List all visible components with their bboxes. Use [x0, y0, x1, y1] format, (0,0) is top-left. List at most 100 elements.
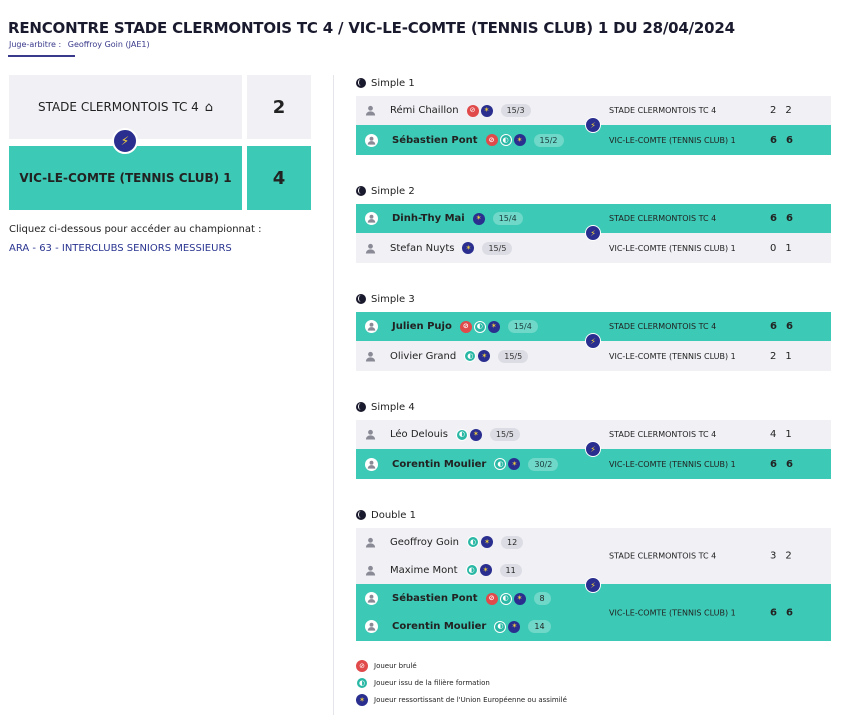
set-score: 0: [770, 242, 777, 254]
burned-player-icon: ⊘: [356, 660, 368, 672]
set-score: 1: [785, 242, 792, 254]
eu-player-icon: ✶: [481, 536, 493, 548]
user-icon: [365, 133, 378, 147]
player-name[interactable]: Maxime Mont: [390, 564, 458, 576]
double-away-block: Sébastien Pont ⊘ ◐ ✶ 8 Corentin Moulier ◐ ✶ 14 V…: [356, 584, 831, 641]
player-name[interactable]: Rémi Chaillon: [390, 105, 459, 116]
match-card: Geoffroy Goin ◐ ✶ 12 Maxime Mont ◐ ✶ 11 STADE C…: [356, 528, 831, 641]
tennis-ball-icon: [356, 402, 366, 412]
tennis-ball-icon: [356, 186, 366, 196]
set-score: 6: [770, 213, 777, 224]
house-icon: ⌂: [204, 99, 214, 115]
match-label: Simple 2: [356, 184, 831, 198]
player-badges: ◐ ✶: [494, 620, 521, 633]
player-name[interactable]: Dinh-Thy Mai: [392, 213, 465, 224]
tennis-ball-icon: [356, 510, 366, 520]
eu-player-icon: ✶: [480, 104, 493, 117]
home-team-name: STADE CLERMONTOIS TC 4: [37, 100, 199, 114]
user-icon: [365, 105, 376, 116]
player-badges: ⊘ ✶: [466, 104, 493, 117]
formation-player-icon: ◐: [356, 677, 368, 689]
set-score: 6: [785, 134, 793, 146]
match-simple-4: Simple 4 Léo Delouis ◐ ✶ 15/5 STADE CLERMONTO…: [356, 400, 831, 479]
player-rank: 30/2: [528, 457, 559, 471]
player-rank: 12: [501, 535, 524, 549]
player-name[interactable]: Corentin Moulier: [392, 621, 487, 632]
player-name[interactable]: Olivier Grand: [390, 350, 457, 362]
double-away-players: Sébastien Pont ⊘ ◐ ✶ 8 Corentin Moulier ◐ ✶ 14: [356, 585, 551, 641]
match-label-text: Simple 1: [371, 77, 415, 89]
match-row: Corentin Moulier ◐ ✶ 30/2 VIC-LE-COMTE (TENN…: [356, 449, 831, 479]
match-card: Julien Pujo ⊘ ◐ ✶ 15/4 STADE CLERMONTOIS TC 4…: [356, 312, 831, 371]
player-name[interactable]: Geoffroy Goin: [390, 536, 459, 548]
legend-item-burned: ⊘ Joueur brulé: [356, 660, 567, 672]
burned-player-icon: ⊘: [485, 592, 498, 605]
player-badges: ⊘ ◐ ✶: [485, 134, 526, 146]
formation-player-icon: ◐: [499, 592, 512, 605]
legend: ⊘ Joueur brulé ◐ Joueur issu de la filiè…: [356, 660, 567, 711]
player-rank: 15/4: [507, 320, 538, 333]
away-team-name: VIC-LE-COMTE (TENNIS CLUB) 1: [19, 171, 232, 185]
set-score: 3: [770, 550, 777, 562]
match-label-text: Double 1: [371, 509, 416, 521]
set-score: 6: [785, 213, 793, 224]
formation-player-icon: ◐: [465, 564, 478, 576]
burned-player-icon: ⊘: [466, 104, 479, 117]
set-score: 2: [785, 105, 792, 116]
set-score: 6: [770, 458, 777, 470]
championship-link[interactable]: ARA - 63 - INTERCLUBS SENIORS MESSIEURS: [9, 243, 232, 254]
legend-text: Joueur issu de la filière formation: [374, 679, 490, 687]
referee-label: Juge-arbitre :: [9, 40, 62, 49]
legend-text: Joueur brulé: [374, 662, 417, 670]
set-score: 4: [770, 429, 777, 440]
double-player-row: Sébastien Pont ⊘ ◐ ✶ 8: [356, 585, 551, 613]
lightning-icon: ⚡: [585, 117, 601, 133]
user-icon: [365, 537, 376, 548]
team-name: STADE CLERMONTOIS TC 4: [609, 551, 717, 561]
match-double-1: Double 1 Geoffroy Goin ◐ ✶ 12 Maxime Mont ◐ ✶ 1…: [356, 508, 831, 641]
player-name[interactable]: Sébastien Pont: [392, 134, 478, 146]
set-score: 1: [785, 429, 792, 440]
set-score: 2: [785, 550, 792, 562]
team-name: STADE CLERMONTOIS TC 4: [609, 214, 717, 223]
set-score: 2: [770, 350, 777, 362]
set-score: 6: [785, 458, 793, 470]
player-name[interactable]: Corentin Moulier: [392, 458, 487, 470]
tennis-ball-icon: [356, 294, 366, 304]
set-score: 6: [770, 321, 777, 332]
eu-player-icon: ✶: [479, 564, 492, 576]
set-score: 2: [770, 105, 777, 116]
tennis-ball-icon: [356, 78, 366, 88]
legend-text: Joueur ressortissant de l'Union Européen…: [374, 696, 567, 704]
match-label-text: Simple 2: [371, 185, 415, 197]
eu-player-icon: ✶: [472, 212, 485, 225]
player-badges: ⊘ ◐ ✶: [485, 592, 526, 605]
away-team-box: VIC-LE-COMTE (TENNIS CLUB) 1: [9, 146, 242, 210]
player-badges: ✶: [472, 212, 485, 225]
player-badges: ◐ ✶: [467, 536, 493, 548]
user-icon: [365, 212, 378, 225]
player-name[interactable]: Julien Pujo: [392, 321, 452, 332]
double-player-row: Geoffroy Goin ◐ ✶ 12: [356, 528, 524, 556]
player-name[interactable]: Stefan Nuyts: [390, 242, 455, 254]
set-score: 6: [785, 607, 793, 618]
match-simple-3: Simple 3 Julien Pujo ⊘ ◐ ✶ 15/4 STADE CLERMONT…: [356, 292, 831, 371]
match-label-text: Simple 3: [371, 293, 415, 305]
eu-player-icon: ✶: [513, 134, 526, 146]
eu-player-icon: ✶: [462, 242, 475, 254]
player-badges: ◐ ✶: [494, 458, 521, 470]
team-name: VIC-LE-COMTE (TENNIS CLUB) 1: [609, 243, 736, 253]
user-icon: [365, 592, 378, 605]
eu-player-icon: ✶: [487, 320, 500, 333]
player-rank: 15/5: [489, 428, 520, 441]
player-rank: 15/5: [482, 241, 513, 255]
player-name[interactable]: Léo Delouis: [390, 429, 448, 440]
player-name[interactable]: Sébastien Pont: [392, 593, 478, 604]
